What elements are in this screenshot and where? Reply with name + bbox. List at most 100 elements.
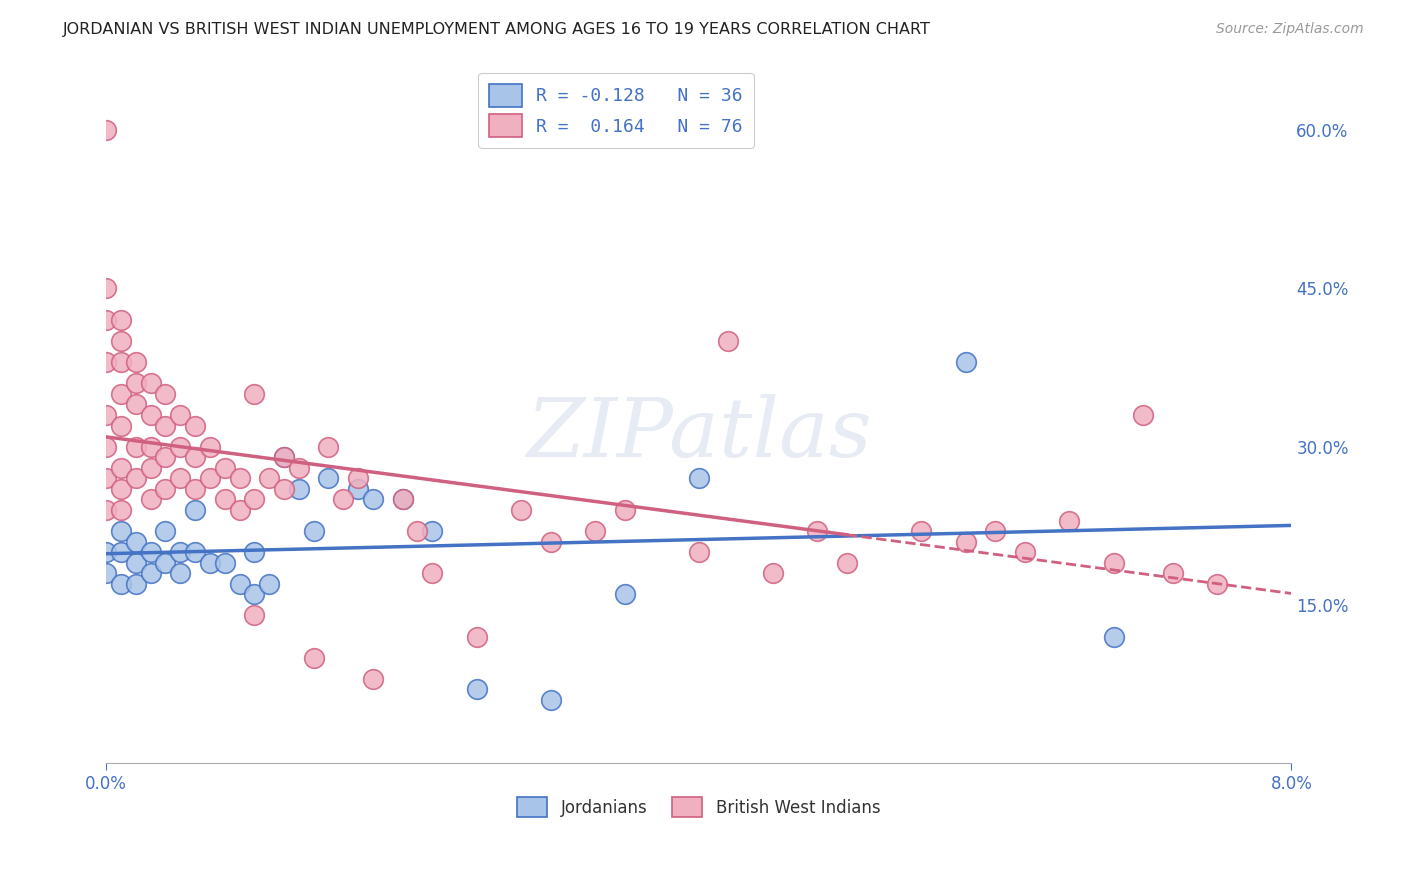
Point bbox=[110, 545, 132, 559]
Point bbox=[110, 387, 132, 401]
Text: JORDANIAN VS BRITISH WEST INDIAN UNEMPLOYMENT AMONG AGES 16 TO 19 YEARS CORRELAT: JORDANIAN VS BRITISH WEST INDIAN UNEMPLO… bbox=[63, 22, 931, 37]
Point bbox=[125, 397, 148, 411]
Text: Source: ZipAtlas.com: Source: ZipAtlas.com bbox=[1216, 22, 1364, 37]
Point bbox=[1014, 545, 1036, 559]
Point bbox=[302, 524, 325, 538]
Point bbox=[243, 608, 266, 623]
Point bbox=[1102, 556, 1125, 570]
Point bbox=[139, 545, 162, 559]
Point bbox=[96, 281, 118, 295]
Point bbox=[347, 471, 370, 485]
Point bbox=[347, 482, 370, 496]
Point bbox=[1132, 408, 1154, 422]
Point bbox=[139, 460, 162, 475]
Point bbox=[910, 524, 932, 538]
Point bbox=[806, 524, 828, 538]
Point bbox=[96, 440, 118, 454]
Point bbox=[288, 482, 311, 496]
Point bbox=[214, 556, 236, 570]
Point bbox=[125, 471, 148, 485]
Point bbox=[257, 471, 280, 485]
Point bbox=[96, 355, 118, 369]
Point bbox=[762, 566, 785, 581]
Point bbox=[302, 650, 325, 665]
Point bbox=[96, 566, 118, 581]
Point bbox=[1161, 566, 1184, 581]
Point bbox=[139, 492, 162, 507]
Point bbox=[155, 450, 177, 465]
Point bbox=[228, 471, 250, 485]
Point bbox=[169, 440, 191, 454]
Point bbox=[96, 545, 118, 559]
Point bbox=[688, 471, 710, 485]
Point bbox=[155, 556, 177, 570]
Point bbox=[169, 408, 191, 422]
Point bbox=[1057, 514, 1080, 528]
Point bbox=[540, 693, 562, 707]
Point bbox=[228, 503, 250, 517]
Point bbox=[139, 376, 162, 391]
Point bbox=[110, 460, 132, 475]
Point bbox=[96, 408, 118, 422]
Point bbox=[139, 566, 162, 581]
Point bbox=[198, 471, 221, 485]
Point bbox=[96, 123, 118, 137]
Point bbox=[184, 450, 207, 465]
Point bbox=[228, 576, 250, 591]
Point bbox=[243, 492, 266, 507]
Point bbox=[273, 482, 295, 496]
Point bbox=[110, 418, 132, 433]
Point bbox=[984, 524, 1007, 538]
Point bbox=[243, 387, 266, 401]
Point bbox=[1206, 576, 1229, 591]
Point bbox=[288, 460, 311, 475]
Point bbox=[96, 503, 118, 517]
Point bbox=[214, 460, 236, 475]
Point bbox=[243, 587, 266, 601]
Point bbox=[110, 524, 132, 538]
Point bbox=[214, 492, 236, 507]
Point bbox=[125, 376, 148, 391]
Point bbox=[955, 355, 977, 369]
Point bbox=[361, 492, 384, 507]
Point bbox=[184, 545, 207, 559]
Point bbox=[169, 471, 191, 485]
Point bbox=[155, 482, 177, 496]
Point bbox=[110, 334, 132, 348]
Point bbox=[273, 450, 295, 465]
Point bbox=[125, 556, 148, 570]
Point bbox=[835, 556, 858, 570]
Point bbox=[583, 524, 606, 538]
Point bbox=[243, 545, 266, 559]
Point bbox=[955, 534, 977, 549]
Point bbox=[361, 672, 384, 686]
Point bbox=[110, 503, 132, 517]
Point bbox=[1102, 630, 1125, 644]
Text: ZIPatlas: ZIPatlas bbox=[526, 394, 872, 474]
Point bbox=[391, 492, 413, 507]
Point bbox=[198, 440, 221, 454]
Point bbox=[169, 545, 191, 559]
Point bbox=[332, 492, 354, 507]
Point bbox=[420, 566, 443, 581]
Point bbox=[318, 471, 340, 485]
Point bbox=[169, 566, 191, 581]
Point bbox=[198, 556, 221, 570]
Point bbox=[110, 313, 132, 327]
Point bbox=[110, 576, 132, 591]
Point bbox=[184, 503, 207, 517]
Point bbox=[540, 534, 562, 549]
Point bbox=[184, 482, 207, 496]
Point bbox=[96, 313, 118, 327]
Point bbox=[139, 440, 162, 454]
Point bbox=[125, 576, 148, 591]
Point bbox=[688, 545, 710, 559]
Point bbox=[465, 630, 488, 644]
Point bbox=[465, 682, 488, 697]
Legend: Jordanians, British West Indians: Jordanians, British West Indians bbox=[510, 791, 887, 823]
Point bbox=[155, 418, 177, 433]
Point bbox=[406, 524, 429, 538]
Point bbox=[318, 440, 340, 454]
Point bbox=[257, 576, 280, 591]
Point bbox=[613, 503, 636, 517]
